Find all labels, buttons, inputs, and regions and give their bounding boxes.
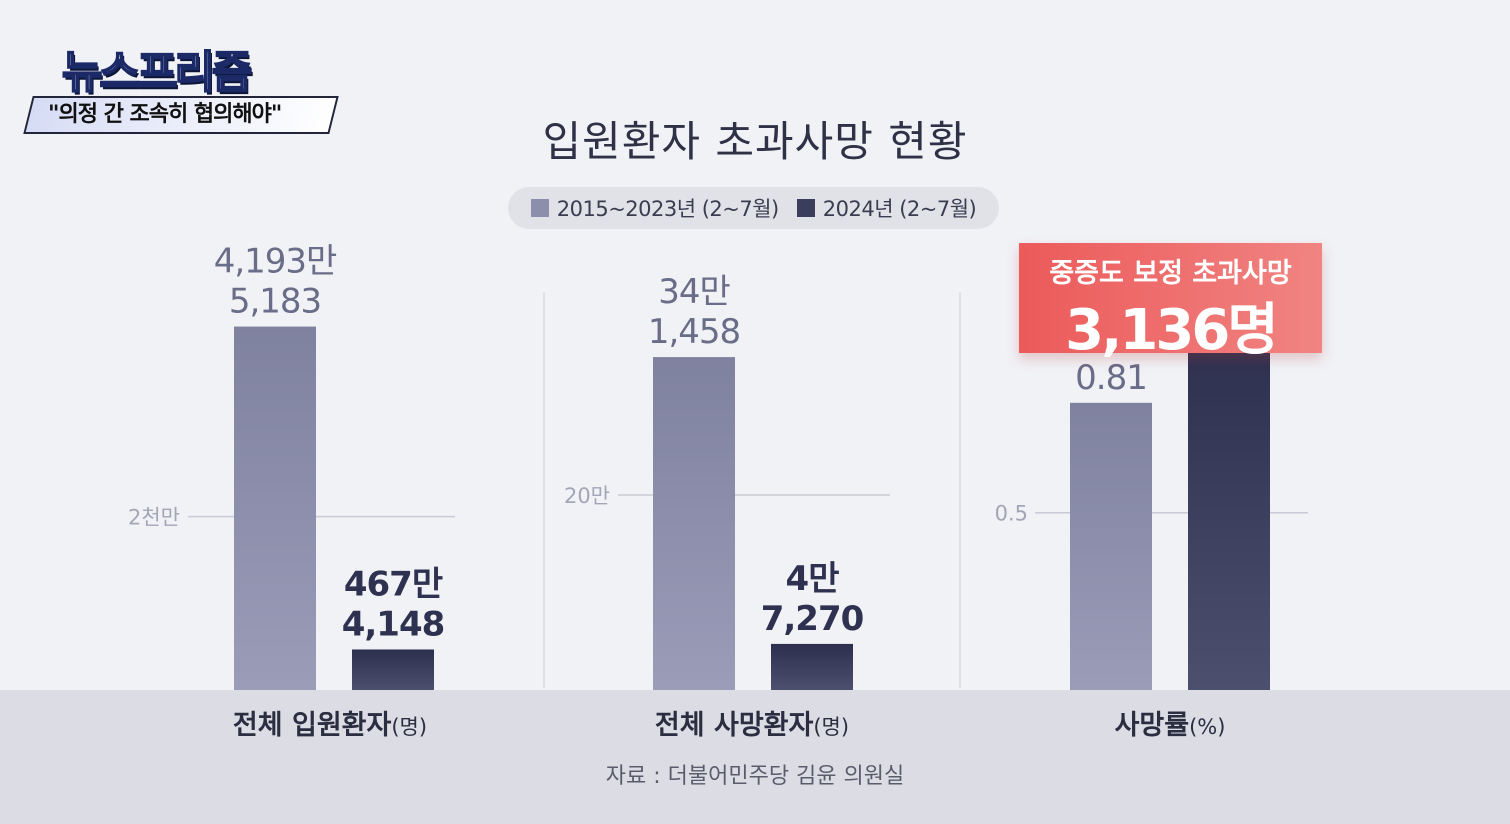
- category-unit: (명): [391, 715, 427, 739]
- chart-title: 입원환자 초과사망 현황: [542, 117, 968, 166]
- legend-item-series-1: 2015~2023년 (2~7월): [530, 193, 780, 223]
- gridline-label: 20만: [564, 484, 610, 508]
- data-label: 4,193만: [214, 242, 337, 282]
- bar: [1070, 402, 1152, 690]
- bar: [771, 643, 853, 690]
- data-label: 34만: [658, 272, 730, 312]
- source-note: 자료 : 더불어민주당 김윤 의원실: [605, 764, 905, 789]
- category-name: 사망률: [1115, 710, 1190, 741]
- data-label: 5,183: [229, 282, 321, 322]
- legend-swatch-series-1: [530, 199, 549, 217]
- category-name: 전체 사망환자: [655, 710, 814, 741]
- callout-label: 중증도 보정 초과사망: [1049, 258, 1292, 289]
- category-unit: (%): [1189, 715, 1225, 739]
- excess-death-callout: 중증도 보정 초과사망 3,136명: [1019, 243, 1322, 363]
- category-label: 전체 입원환자(명): [233, 710, 427, 741]
- news-caption: "의정 간 조속히 협의해야": [48, 102, 282, 127]
- legend-label-series-1: 2015~2023년 (2~7월): [556, 197, 780, 221]
- bar: [234, 326, 316, 690]
- data-label: 7,270: [761, 599, 864, 639]
- legend-item-series-2: 2024년 (2~7월): [796, 193, 977, 223]
- data-label: 0.81: [1075, 358, 1147, 398]
- category-label: 전체 사망환자(명): [655, 710, 849, 741]
- legend: 2015~2023년 (2~7월) 2024년 (2~7월): [508, 187, 999, 229]
- data-label: 4,148: [342, 604, 445, 644]
- legend-label-series-2: 2024년 (2~7월): [822, 197, 977, 221]
- bar: [352, 649, 434, 690]
- bar: [1188, 331, 1270, 690]
- category-unit: (명): [813, 715, 849, 739]
- gridline-label: 2천만: [128, 506, 180, 530]
- data-label: 1,458: [648, 312, 740, 352]
- category-label: 사망률(%): [1115, 710, 1226, 741]
- legend-swatch-series-2: [796, 199, 815, 217]
- news-program-logo: 뉴스프리즘: [61, 46, 253, 99]
- data-label: 467만: [344, 564, 443, 604]
- callout-value: 3,136명: [1065, 298, 1279, 363]
- category-name: 전체 입원환자: [233, 710, 392, 741]
- footer-band: [0, 690, 1510, 824]
- bar: [653, 357, 735, 690]
- data-label: 4만: [786, 559, 840, 599]
- gridline-label: 0.5: [995, 502, 1028, 526]
